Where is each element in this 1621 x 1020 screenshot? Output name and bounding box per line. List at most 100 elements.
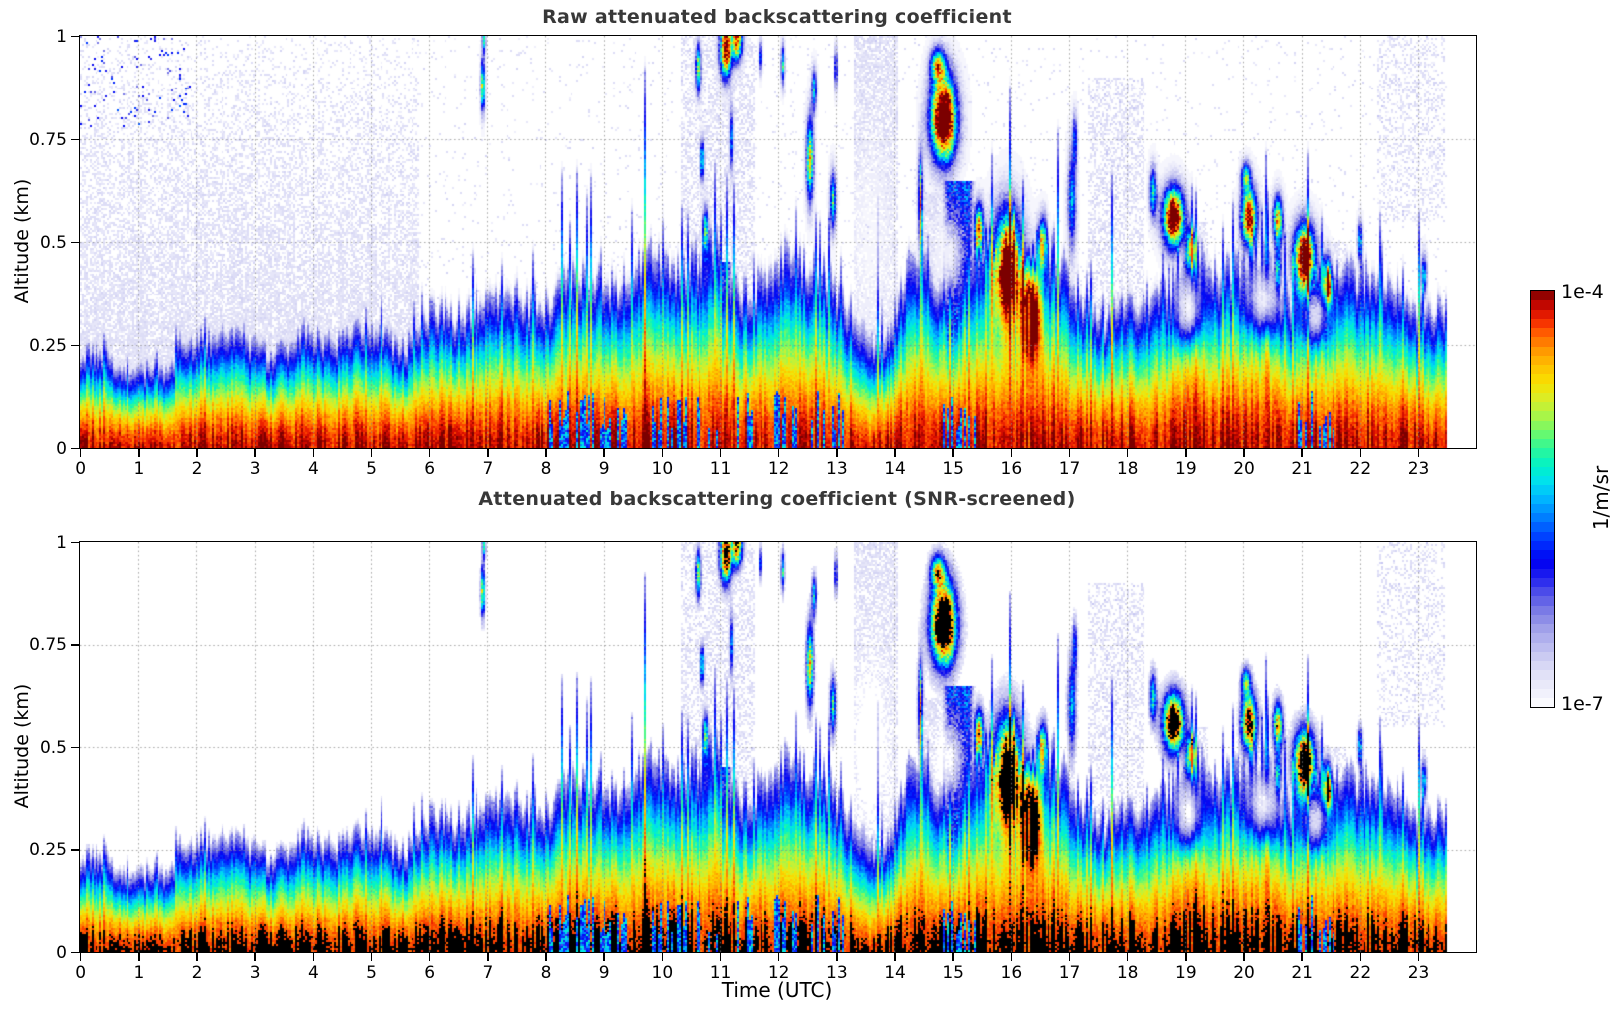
colorbar-band	[1531, 300, 1554, 310]
y-tick-label: 0.25	[29, 335, 67, 356]
colorbar-band	[1531, 670, 1554, 680]
colorbar-band	[1531, 513, 1554, 523]
y-tick-label: 1	[56, 532, 67, 553]
x-tick-label: 14	[884, 963, 906, 983]
colorbar-band	[1531, 661, 1554, 671]
x-tick-mark	[79, 448, 82, 457]
colorbar-band	[1531, 679, 1554, 689]
colorbar-band	[1531, 531, 1554, 541]
x-tick-mark	[428, 952, 431, 961]
x-tick-mark	[370, 952, 373, 961]
screened-heatmap-canvas	[80, 542, 1476, 952]
x-tick-mark	[894, 952, 896, 961]
x-tick-mark	[1068, 952, 1071, 961]
x-tick-mark	[1301, 448, 1303, 457]
x-tick-mark	[545, 952, 547, 961]
x-tick-mark	[952, 448, 954, 457]
x-tick-mark	[138, 952, 140, 961]
x-tick-label: 19	[1175, 963, 1197, 983]
x-tick-mark	[1185, 448, 1187, 457]
x-tick-mark	[1417, 952, 1420, 961]
x-tick-mark	[952, 952, 954, 961]
colorbar-band	[1531, 383, 1554, 393]
colorbar-band	[1531, 411, 1554, 421]
x-tick-label: 2	[191, 459, 203, 479]
x-tick-label: 9	[598, 459, 610, 479]
x-tick-label: 8	[540, 459, 552, 479]
x-tick-label: 19	[1175, 459, 1197, 479]
colorbar-band	[1531, 587, 1554, 597]
colorbar-band	[1531, 633, 1554, 643]
x-tick-mark	[545, 448, 547, 457]
colorbar-band	[1531, 550, 1554, 560]
colorbar-units-label: 1/m/sr	[1589, 465, 1613, 531]
x-tick-mark	[370, 448, 373, 457]
x-tick-label: 9	[598, 963, 610, 983]
x-tick-label: 0	[75, 963, 87, 983]
x-tick-label: 18	[1116, 459, 1139, 479]
x-tick-label: 4	[307, 963, 319, 983]
x-tick-label: 6	[424, 963, 436, 983]
y-tick-mark	[71, 541, 79, 544]
colorbar-band	[1531, 503, 1554, 513]
x-tick-label: 21	[1291, 459, 1314, 479]
x-tick-label: 13	[826, 963, 848, 983]
y-tick-label: 0.25	[29, 840, 67, 861]
colorbar-band	[1531, 559, 1554, 569]
colorbar-band	[1531, 651, 1554, 661]
x-tick-mark	[1068, 448, 1071, 457]
colorbar-band	[1531, 420, 1554, 430]
altitude-axis-label-raw: Altitude (km)	[11, 178, 33, 304]
x-tick-label: 10	[651, 963, 674, 983]
colorbar-band	[1531, 466, 1554, 476]
x-tick-label: 14	[884, 459, 906, 479]
x-tick-label: 20	[1233, 459, 1255, 479]
x-tick-mark	[1010, 952, 1013, 961]
x-tick-label: 23	[1407, 963, 1430, 983]
x-tick-mark	[1126, 952, 1129, 961]
x-tick-mark	[79, 952, 82, 961]
y-tick-mark	[71, 644, 79, 646]
x-tick-mark	[603, 952, 605, 961]
screened-panel-title: Attenuated backscattering coefficient (S…	[478, 488, 1076, 510]
x-tick-label: 13	[826, 459, 848, 479]
x-tick-label: 23	[1407, 459, 1430, 479]
x-tick-label: 22	[1349, 459, 1372, 479]
colorbar-band	[1531, 698, 1554, 708]
y-tick-mark	[71, 849, 79, 851]
colorbar-band	[1531, 577, 1554, 587]
colorbar-band	[1531, 365, 1554, 375]
x-tick-label: 18	[1116, 963, 1139, 983]
x-tick-mark	[1010, 448, 1013, 457]
colorbar-band	[1531, 402, 1554, 412]
colorbar-max-label: 1e-4	[1561, 281, 1604, 303]
x-tick-label: 1	[133, 459, 145, 479]
x-tick-mark	[1359, 448, 1362, 457]
x-tick-label: 12	[767, 459, 790, 479]
x-tick-mark	[603, 448, 605, 457]
altitude-axis-label-screened: Altitude (km)	[11, 683, 33, 809]
y-tick-mark	[71, 138, 79, 141]
colorbar-band	[1531, 346, 1554, 356]
x-tick-mark	[777, 952, 780, 961]
colorbar-band	[1531, 318, 1554, 328]
colorbar-band	[1531, 688, 1554, 698]
y-tick-mark	[71, 746, 79, 749]
y-tick-label: 0.75	[29, 129, 67, 150]
y-tick-label: 0.5	[39, 232, 67, 253]
y-tick-label: 0	[56, 438, 67, 459]
x-tick-mark	[196, 952, 198, 961]
colorbar-band	[1531, 568, 1554, 578]
x-tick-mark	[312, 952, 315, 961]
x-tick-label: 5	[366, 459, 377, 479]
colorbar-band	[1531, 448, 1554, 458]
colorbar-band	[1531, 596, 1554, 606]
x-tick-mark	[1243, 448, 1245, 457]
colorbar-band	[1531, 439, 1554, 449]
x-tick-mark	[719, 952, 722, 961]
x-tick-mark	[836, 952, 838, 961]
screened-heatmap-panel	[79, 541, 1477, 953]
x-tick-label: 11	[709, 459, 732, 479]
colorbar-band	[1531, 374, 1554, 384]
